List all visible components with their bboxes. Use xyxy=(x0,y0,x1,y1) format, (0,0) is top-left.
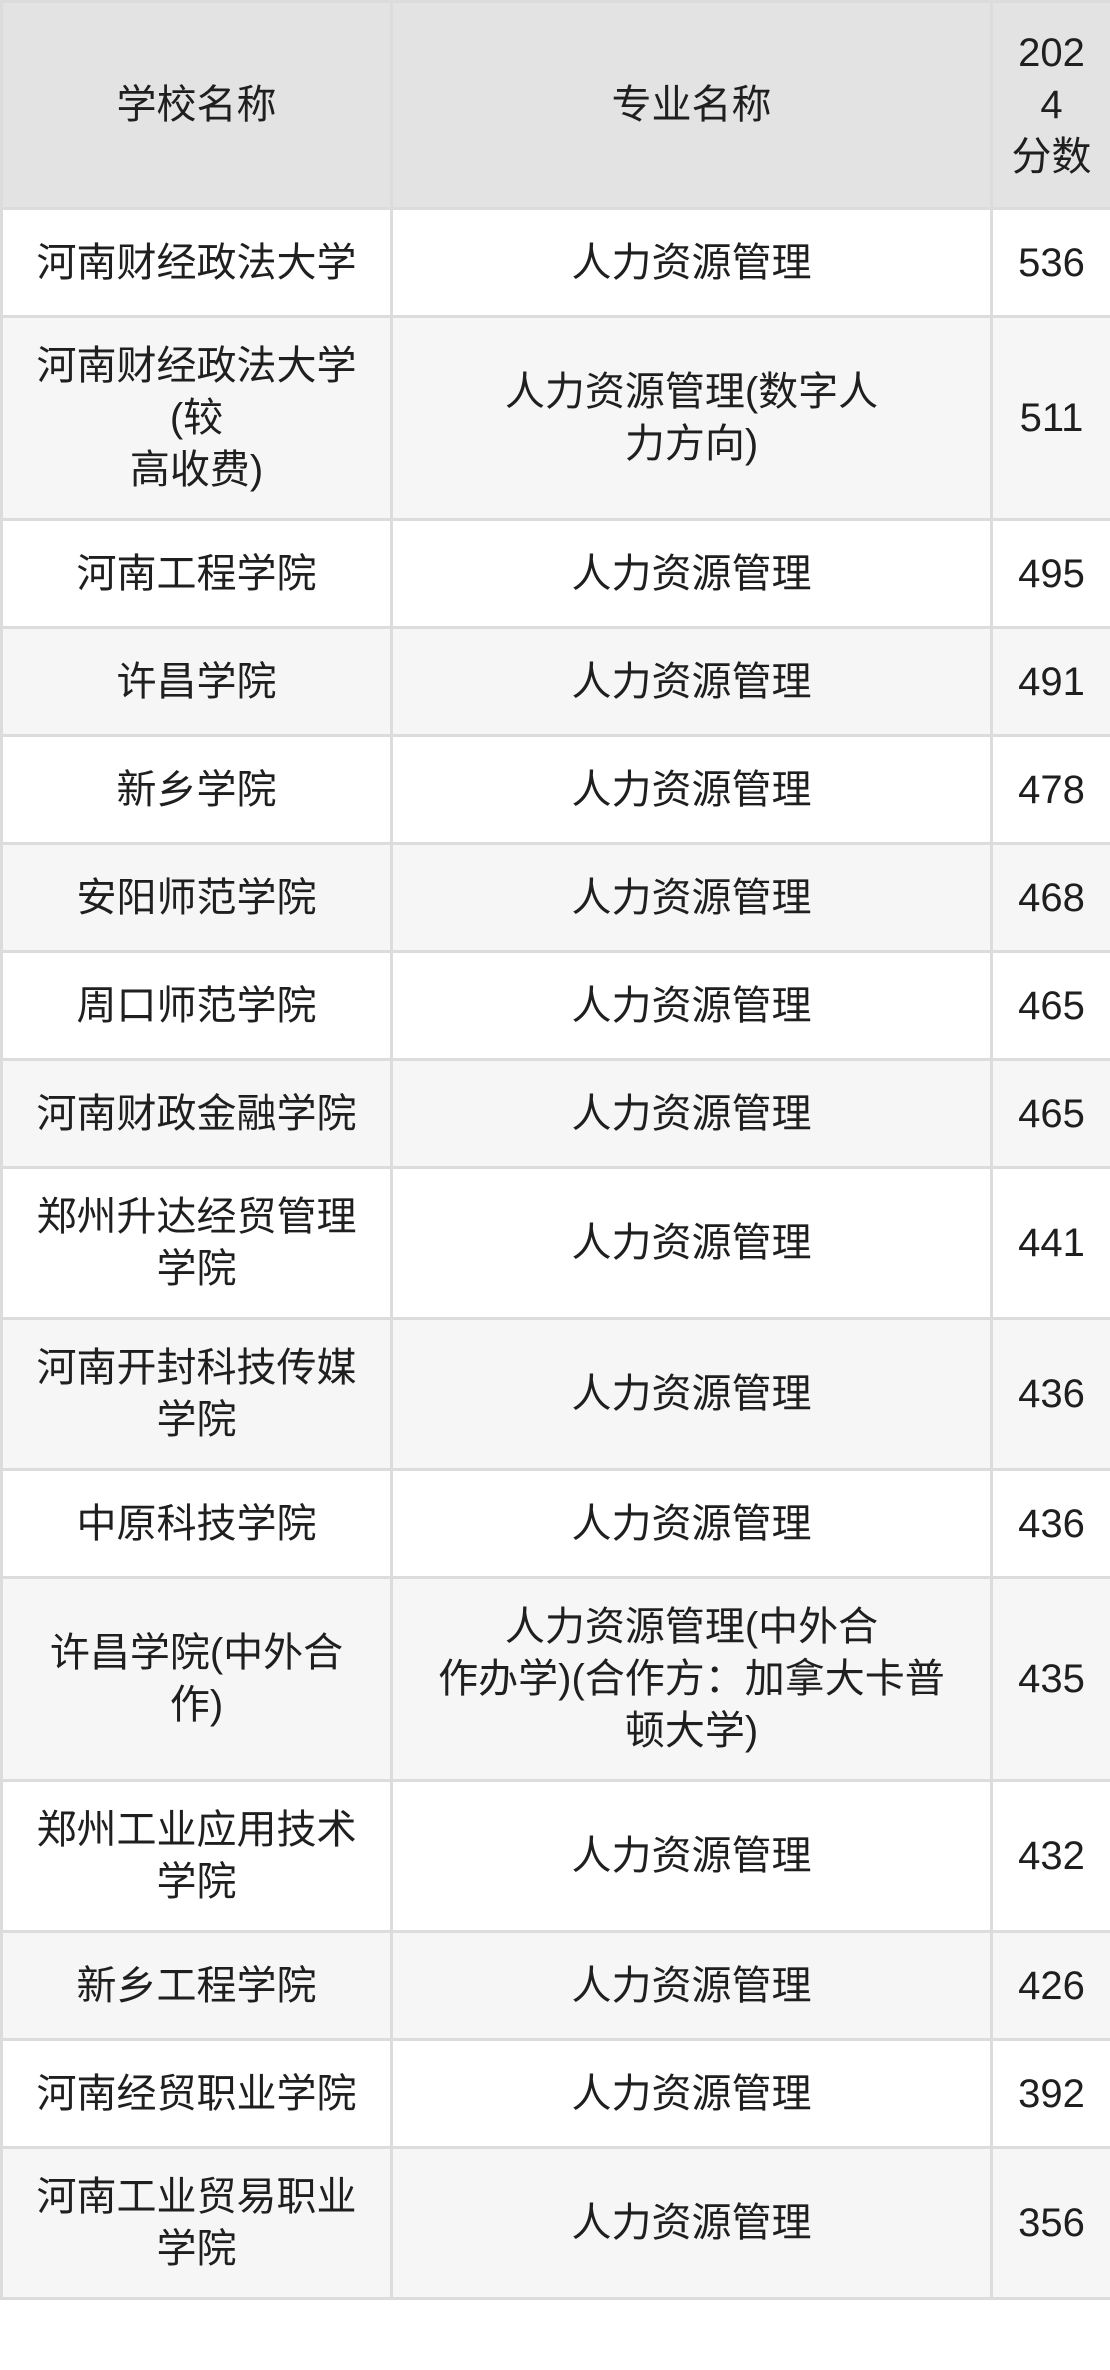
table-row: 河南财政金融学院 人力资源管理 465 xyxy=(0,1058,1110,1169)
score-cell: 491 xyxy=(990,626,1110,737)
school-cell: 郑州工业应用技术 学院 xyxy=(0,1779,393,1933)
table-row: 河南财经政法大学 (较 高收费) 人力资源管理(数字人 力方向) 511 xyxy=(0,315,1110,521)
header-major-name: 专业名称 xyxy=(390,0,993,210)
school-cell: 河南财经政法大学 (较 高收费) xyxy=(0,315,393,521)
school-cell: 许昌学院(中外合 作) xyxy=(0,1576,393,1782)
major-cell: 人力资源管理 xyxy=(390,207,993,318)
score-cell: 426 xyxy=(990,1930,1110,2041)
major-cell: 人力资源管理 xyxy=(390,1317,993,1471)
major-cell: 人力资源管理 xyxy=(390,1468,993,1579)
table-row: 新乡工程学院 人力资源管理 426 xyxy=(0,1930,1110,2041)
school-cell: 河南经贸职业学院 xyxy=(0,2038,393,2149)
school-cell: 河南工业贸易职业 学院 xyxy=(0,2146,393,2300)
table-row: 许昌学院(中外合 作) 人力资源管理(中外合 作办学)(合作方：加拿大卡普 顿大学… xyxy=(0,1576,1110,1782)
major-cell: 人力资源管理 xyxy=(390,1930,993,2041)
table-row: 河南开封科技传媒 学院 人力资源管理 436 xyxy=(0,1317,1110,1471)
score-cell: 536 xyxy=(990,207,1110,318)
table-row: 河南财经政法大学 人力资源管理 536 xyxy=(0,207,1110,318)
school-cell: 河南开封科技传媒 学院 xyxy=(0,1317,393,1471)
table-row: 河南经贸职业学院 人力资源管理 392 xyxy=(0,2038,1110,2149)
school-cell: 河南工程学院 xyxy=(0,518,393,629)
major-cell: 人力资源管理 xyxy=(390,734,993,845)
table-row: 安阳师范学院 人力资源管理 468 xyxy=(0,842,1110,953)
school-cell: 周口师范学院 xyxy=(0,950,393,1061)
major-cell: 人力资源管理(中外合 作办学)(合作方：加拿大卡普 顿大学) xyxy=(390,1576,993,1782)
school-cell: 河南财经政法大学 xyxy=(0,207,393,318)
score-cell: 436 xyxy=(990,1317,1110,1471)
school-cell: 新乡学院 xyxy=(0,734,393,845)
score-cell: 435 xyxy=(990,1576,1110,1782)
major-cell: 人力资源管理 xyxy=(390,518,993,629)
table-row: 郑州升达经贸管理 学院 人力资源管理 441 xyxy=(0,1166,1110,1320)
school-cell: 新乡工程学院 xyxy=(0,1930,393,2041)
school-cell: 中原科技学院 xyxy=(0,1468,393,1579)
table-row: 郑州工业应用技术 学院 人力资源管理 432 xyxy=(0,1779,1110,1933)
score-cell: 465 xyxy=(990,950,1110,1061)
score-cell: 495 xyxy=(990,518,1110,629)
major-cell: 人力资源管理 xyxy=(390,626,993,737)
header-row: 学校名称 专业名称 202 4 分数 xyxy=(0,0,1110,210)
score-cell: 392 xyxy=(990,2038,1110,2149)
major-cell: 人力资源管理 xyxy=(390,1779,993,1933)
table-row: 河南工业贸易职业 学院 人力资源管理 356 xyxy=(0,2146,1110,2300)
table-row: 新乡学院 人力资源管理 478 xyxy=(0,734,1110,845)
table-row: 周口师范学院 人力资源管理 465 xyxy=(0,950,1110,1061)
score-cell: 511 xyxy=(990,315,1110,521)
major-cell: 人力资源管理 xyxy=(390,1058,993,1169)
table-body: 河南财经政法大学 人力资源管理 536 河南财经政法大学 (较 高收费) 人力资源管理(… xyxy=(0,207,1110,2300)
school-cell: 郑州升达经贸管理 学院 xyxy=(0,1166,393,1320)
score-cell: 468 xyxy=(990,842,1110,953)
header-school-name: 学校名称 xyxy=(0,0,393,210)
major-cell: 人力资源管理 xyxy=(390,842,993,953)
major-cell: 人力资源管理(数字人 力方向) xyxy=(390,315,993,521)
table-row: 河南工程学院 人力资源管理 495 xyxy=(0,518,1110,629)
score-cell: 441 xyxy=(990,1166,1110,1320)
admission-scores-table: 学校名称 专业名称 202 4 分数 河南财经政法大学 人力资源管理 536 河南财经… xyxy=(0,0,1110,2300)
table-row: 中原科技学院 人力资源管理 436 xyxy=(0,1468,1110,1579)
school-cell: 许昌学院 xyxy=(0,626,393,737)
major-cell: 人力资源管理 xyxy=(390,2038,993,2149)
major-cell: 人力资源管理 xyxy=(390,1166,993,1320)
header-score-2024: 202 4 分数 xyxy=(990,0,1110,210)
major-cell: 人力资源管理 xyxy=(390,2146,993,2300)
score-cell: 432 xyxy=(990,1779,1110,1933)
school-cell: 安阳师范学院 xyxy=(0,842,393,953)
score-cell: 478 xyxy=(990,734,1110,845)
school-cell: 河南财政金融学院 xyxy=(0,1058,393,1169)
score-cell: 356 xyxy=(990,2146,1110,2300)
table-row: 许昌学院 人力资源管理 491 xyxy=(0,626,1110,737)
score-cell: 436 xyxy=(990,1468,1110,1579)
major-cell: 人力资源管理 xyxy=(390,950,993,1061)
score-cell: 465 xyxy=(990,1058,1110,1169)
